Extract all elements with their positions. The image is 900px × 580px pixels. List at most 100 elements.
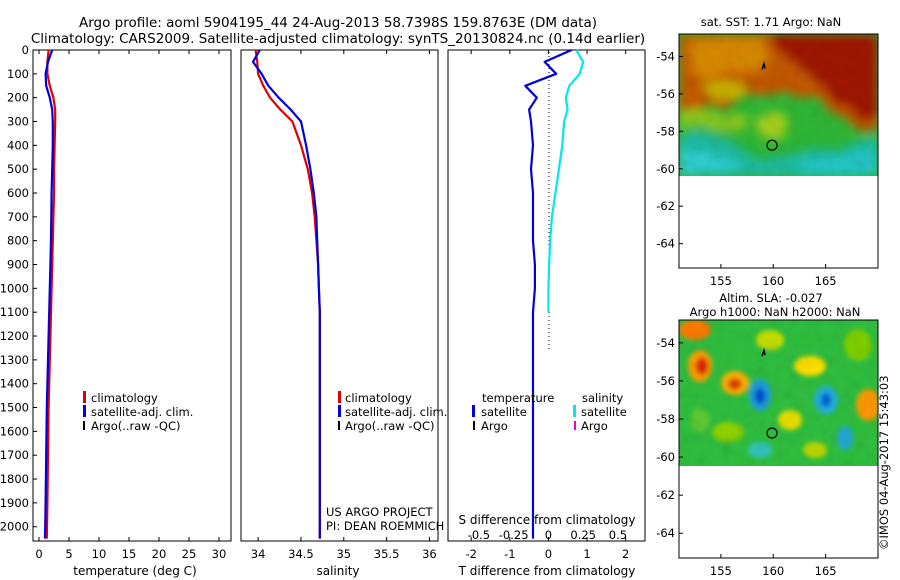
sla-map-tick-labels: -54 -56 -58 -60 -62 -64 155 160 165	[656, 336, 836, 578]
legend-swatch-sal-satellite	[573, 405, 576, 417]
legend-climatology: climatology	[91, 391, 158, 405]
x-tick-label: 15	[122, 547, 137, 561]
series-line-salinity-satellite-adj-clim-	[251, 49, 321, 539]
x-tick-label: 36	[422, 547, 437, 561]
x-tick-label: 10	[92, 547, 107, 561]
lat-tick-label: -64	[656, 237, 675, 251]
float-track	[761, 347, 766, 357]
depth-tick-label: 1900	[0, 496, 29, 510]
x-tick-label: 34.5	[288, 547, 314, 561]
sst-map-axes	[678, 33, 879, 269]
t-difference-tick-labels: -2 -1 0 1 2	[465, 50, 629, 561]
x-tick-label: 1	[583, 547, 590, 561]
depth-tick-label: 900	[7, 258, 29, 272]
x-tick-label: 0	[545, 547, 552, 561]
lat-tick-label: -58	[656, 412, 675, 426]
temperature-legend: climatology satellite-adj. clim. Argo(..…	[83, 391, 193, 433]
depth-tick-label: 1100	[0, 305, 29, 319]
depth-tick-label: 1000	[0, 281, 29, 295]
lat-tick-label: -58	[656, 124, 675, 138]
lat-tick-label: -54	[656, 49, 675, 63]
depth-tick-label: 500	[7, 162, 29, 176]
s-tick-label: -0.25	[499, 528, 529, 542]
project-note-line2: PI: DEAN ROEMMICH	[326, 519, 444, 533]
x-tick-label: 0	[35, 547, 42, 561]
legend-swatch-temp-satellite	[472, 405, 475, 417]
sla-map-axes	[678, 319, 879, 559]
lon-tick-label: 155	[710, 564, 732, 578]
depth-tick-label: 700	[7, 210, 29, 224]
temperature-tick-labels: 0 5 10 15 20 25 30	[35, 50, 226, 561]
lon-tick-label: 160	[762, 274, 784, 288]
lon-tick-label: 165	[815, 564, 837, 578]
lat-tick-label: -62	[656, 199, 675, 213]
depth-tick-label: 300	[7, 115, 29, 129]
s-tick-label: 0	[545, 528, 552, 542]
t-difference-axis-label: T difference from climatology	[458, 564, 636, 578]
legend-temp-satellite: satellite	[481, 405, 527, 419]
legend-sal-argo: Argo	[581, 419, 608, 433]
legend-argo: Argo(..raw -QC)	[345, 419, 435, 433]
x-tick-label: 35.5	[374, 547, 400, 561]
figure-title-line1: Argo profile: aoml 5904195_44 24-Aug-201…	[79, 15, 597, 31]
depth-tick-label: 200	[7, 91, 29, 105]
legend-salinity-title: salinity	[582, 391, 623, 405]
depth-tick-label: 800	[7, 234, 29, 248]
depth-tick-label: 1600	[0, 424, 29, 438]
series-line-salinity-climatology	[254, 49, 321, 539]
legend-satellite-adj: satellite-adj. clim.	[91, 405, 193, 419]
lat-tick-label: -60	[656, 450, 675, 464]
series-line-temperature-satellite-adj-clim-	[43, 49, 54, 539]
series-line-difference-satellite	[524, 48, 573, 539]
x-tick-label: -2	[465, 547, 476, 561]
depth-tick-label: 1500	[0, 401, 29, 415]
s-tick-label: 0.25	[570, 528, 596, 542]
legend-swatch-argo	[83, 421, 85, 430]
legend-argo: Argo(..raw -QC)	[91, 419, 181, 433]
depth-tick-label: 2000	[0, 520, 29, 534]
lat-tick-label: -62	[656, 488, 675, 502]
x-tick-label: 5	[65, 547, 72, 561]
project-note-line1: US ARGO PROJECT	[326, 505, 434, 519]
series-line-temperature-climatology	[45, 49, 57, 539]
depth-tick-label: 1300	[0, 353, 29, 367]
x-tick-label: -1	[504, 547, 515, 561]
sla-map-title-line2: Argo h1000: NaN h2000: NaN	[690, 305, 861, 319]
temperature-axes	[32, 49, 232, 542]
sla-map-title-line1: Altim. SLA: -0.027	[719, 291, 823, 305]
depth-tick-label: 400	[7, 138, 29, 152]
legend-satellite-adj: satellite-adj. clim.	[345, 405, 447, 419]
legend-swatch-temp-argo	[473, 421, 475, 430]
sst-map-tick-labels: -54 -56 -58 -60 -62 -64 155 160 165	[656, 49, 836, 288]
legend-temp-argo: Argo	[481, 419, 508, 433]
legend-swatch-climatology	[338, 391, 341, 403]
difference-axes	[447, 49, 646, 542]
x-tick-label: 25	[182, 547, 197, 561]
depth-tick-label: 1400	[0, 377, 29, 391]
x-tick-label: 34	[251, 547, 266, 561]
float-position-marker	[766, 427, 778, 439]
depth-tick-label: 1700	[0, 448, 29, 462]
depth-tick-label: 1200	[0, 329, 29, 343]
salinity-tick-labels: 34 34.5 35 35.5 36	[251, 50, 437, 561]
legend-climatology: climatology	[345, 391, 412, 405]
sst-map-title: sat. SST: 1.71 Argo: NaN	[701, 15, 842, 29]
series-line-difference-satellite	[547, 49, 585, 313]
sst-float-marker	[761, 60, 778, 151]
figure-title-line2: Climatology: CARS2009. Satellite-adjuste…	[31, 31, 645, 47]
x-tick-label: 20	[152, 547, 167, 561]
depth-tick-label: 1800	[0, 472, 29, 486]
lat-tick-label: -64	[656, 526, 675, 540]
depth-tick-label: 600	[7, 186, 29, 200]
salinity-legend: climatology satellite-adj. clim. Argo(..…	[338, 391, 447, 433]
lat-tick-label: -56	[656, 87, 675, 101]
s-difference-axis-label: S difference from climatology	[459, 513, 636, 527]
float-position-marker	[766, 139, 778, 151]
s-tick-label: 0.5	[609, 528, 627, 542]
salinity-axis-label: salinity	[316, 564, 359, 578]
depth-tick-labels: 0 100 200 300 400 500 600 700 800 900 1000 1100 1200…	[0, 43, 37, 534]
s-difference-tick-labels: -0.5 -0.25 0 0.25 0.5	[468, 528, 627, 542]
sst-heatmap	[679, 34, 878, 176]
legend-swatch-climatology	[83, 391, 86, 403]
